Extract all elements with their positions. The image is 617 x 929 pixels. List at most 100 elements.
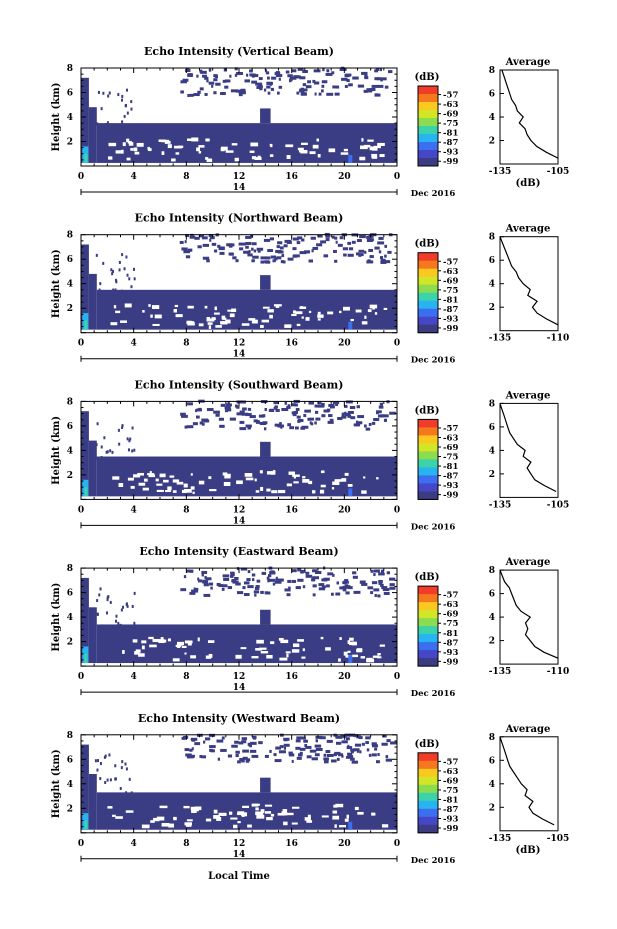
upper-echo-cell <box>341 415 347 419</box>
layer-gap <box>335 803 344 808</box>
upper-echo-cell <box>303 414 307 418</box>
upper-echo-cell <box>204 92 208 96</box>
upper-echo-cell <box>258 77 263 81</box>
average-profile-line <box>499 569 559 659</box>
upper-echo-cell <box>224 406 231 410</box>
layer-gap <box>230 817 238 820</box>
upper-echo-cell <box>235 582 241 586</box>
upper-echo-cell <box>310 236 316 240</box>
upper-echo-cell <box>354 743 362 747</box>
layer-gap <box>278 637 284 641</box>
echo-cell <box>121 289 124 293</box>
upper-echo-cell <box>327 572 334 576</box>
upper-echo-cell <box>382 588 390 592</box>
upper-echo-cell <box>358 253 362 257</box>
colorbar-label: -93 <box>443 148 458 158</box>
upper-echo-cell <box>297 568 302 572</box>
panel-title: Echo Intensity (Southward Beam) <box>135 378 344 391</box>
date-label: Dec 2016 <box>411 856 456 866</box>
x-tick-label: 12 <box>233 172 246 182</box>
layer-gap <box>369 146 373 151</box>
layer-gap <box>213 809 218 814</box>
colorbar-label: -93 <box>443 314 458 324</box>
layer-gap <box>334 479 342 482</box>
layer-gap <box>347 640 351 644</box>
upper-echo-cell <box>297 419 304 423</box>
upper-echo-cell <box>334 259 338 263</box>
layer-gap <box>222 472 228 476</box>
upper-echo-cell <box>229 252 234 256</box>
average-y-tick: 2 <box>489 470 495 480</box>
upper-echo-cell <box>375 411 379 415</box>
date-label: Dec 2016 <box>411 522 456 532</box>
layer-gap <box>112 814 116 817</box>
layer-gap <box>167 638 171 642</box>
upper-echo-cell <box>331 71 335 75</box>
colorbar-swatch <box>418 268 438 278</box>
layer-gap <box>161 139 170 143</box>
layer-gap <box>152 639 156 642</box>
upper-echo-cell <box>180 413 185 417</box>
upper-echo-cell <box>335 741 342 745</box>
colorbar-swatch <box>418 768 438 778</box>
upper-echo-cell <box>239 427 247 431</box>
upper-echo-cell <box>239 420 245 424</box>
upper-echo-cell <box>311 757 318 761</box>
layer-gap <box>206 317 211 321</box>
echo-cell <box>126 437 129 441</box>
layer-gap <box>255 490 260 493</box>
upper-echo-cell <box>359 235 366 239</box>
layer-gap <box>302 476 306 479</box>
upper-echo-cell <box>225 403 232 407</box>
upper-echo-cell <box>345 737 350 741</box>
upper-echo-cell <box>289 426 295 430</box>
colorbar-swatch <box>418 443 438 452</box>
layer-gap <box>142 487 149 491</box>
upper-echo-cell <box>246 73 249 77</box>
upper-echo-cell <box>208 68 212 72</box>
upper-echo-cell <box>278 85 283 89</box>
upper-echo-cell <box>198 407 202 411</box>
upper-echo-cell <box>201 570 208 574</box>
upper-echo-cell <box>193 587 196 591</box>
layer-gap <box>215 325 222 328</box>
upper-echo-cell <box>344 579 349 583</box>
average-x-label: (dB) <box>516 845 541 856</box>
echo-cell <box>97 90 100 94</box>
upper-echo-cell <box>300 570 304 574</box>
upper-echo-cell <box>180 588 187 592</box>
upper-echo-cell <box>371 581 378 585</box>
layer-gap <box>168 823 174 828</box>
echo-cell <box>131 449 134 453</box>
echo-cell <box>106 598 109 602</box>
upper-echo-cell <box>242 407 247 411</box>
upper-echo-cell <box>214 75 219 79</box>
layer-gap <box>285 144 294 148</box>
upper-echo-cell <box>361 71 368 75</box>
echo-cell <box>121 425 124 429</box>
upper-echo-cell <box>378 250 382 254</box>
upper-echo-cell <box>340 734 344 738</box>
layer-gap <box>156 489 164 493</box>
layer-gap <box>138 653 145 657</box>
layer-gap <box>184 652 187 655</box>
layer-gap <box>371 146 378 151</box>
upper-echo-cell <box>324 760 329 764</box>
upper-echo-cell <box>333 249 337 253</box>
echo-cell <box>99 282 102 286</box>
layer-gap <box>251 319 258 324</box>
average-y-tick: 6 <box>489 756 495 766</box>
average-y-tick: 8 <box>489 66 495 76</box>
echo-cell <box>104 780 107 784</box>
layer-gap <box>161 822 170 827</box>
layer-gap <box>307 814 311 819</box>
upper-echo-cell <box>297 67 304 71</box>
layer-gap <box>133 474 141 478</box>
upper-echo-cell <box>258 414 265 418</box>
upper-echo-cell <box>256 579 261 583</box>
layer-gap <box>379 644 385 647</box>
upper-echo-cell <box>281 254 285 258</box>
upper-echo-cell <box>291 411 294 415</box>
x-tick-label: 8 <box>183 505 189 515</box>
colorbar-label: -69 <box>443 443 458 453</box>
